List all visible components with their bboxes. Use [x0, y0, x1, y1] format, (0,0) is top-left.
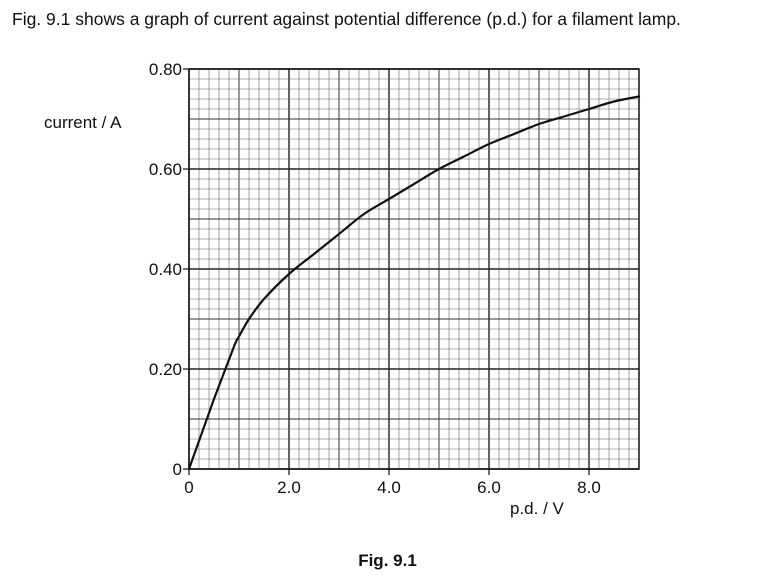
series-line-filament-lamp: [187, 95, 641, 471]
y-tick-label: 0: [173, 460, 182, 479]
x-tick-label: 2.0: [277, 478, 301, 497]
intro-text: Fig. 9.1 shows a graph of current agains…: [12, 9, 681, 29]
x-tick-label: 0: [184, 478, 193, 497]
y-tick-label: 0.80: [149, 60, 182, 79]
x-axis-label: p.d. / V: [510, 499, 564, 518]
x-tick-label: 8.0: [577, 478, 601, 497]
y-tick-label: 0.60: [149, 160, 182, 179]
figure-caption: Fig. 9.1: [358, 551, 417, 570]
y-axis-label: current / A: [44, 113, 122, 132]
series-layer: [187, 95, 641, 471]
x-tick-label: 6.0: [477, 478, 501, 497]
x-tick-label: 4.0: [377, 478, 401, 497]
y-tick-label: 0.20: [149, 360, 182, 379]
grid: [188, 68, 640, 470]
y-tick-label: 0.40: [149, 260, 182, 279]
tick-labels: 0 2.0 4.0 6.0 8.0 0 0.20 0.40 0.60 0.80: [149, 60, 601, 497]
